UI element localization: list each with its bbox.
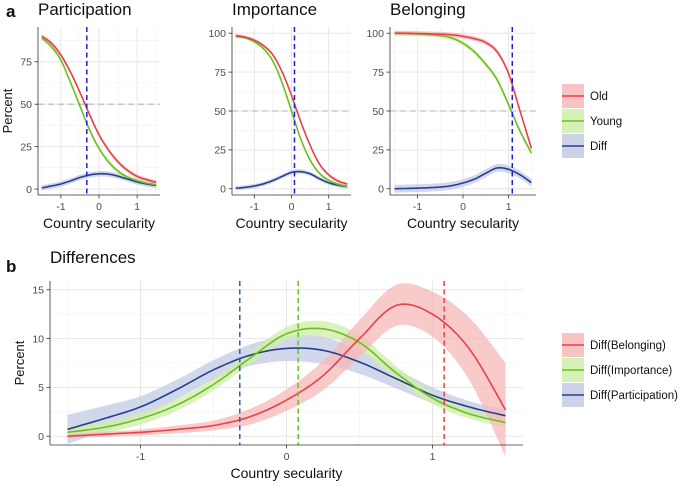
x-tick-label: 1 [430,451,436,463]
y-axis-label: Percent [0,88,15,133]
y-tick-label: 50 [20,99,32,111]
x-tick-label: -1 [56,201,65,213]
y-tick-label: 25 [214,145,226,157]
confidence-band-diff-importance [67,320,506,439]
x-tick-label: -1 [413,201,422,213]
legend-label: Old [590,91,608,103]
y-tick-label: 0 [220,184,226,196]
y-axis-label: Percent [12,340,27,385]
y-tick-label: 100 [208,28,226,40]
y-tick-label: 25 [372,145,384,157]
y-tick-label: 75 [20,57,32,69]
x-tick-label: 1 [506,201,512,213]
chart-title: Participation [38,0,132,19]
x-tick-label: 0 [289,201,295,213]
series-line-diff-importance [67,327,506,434]
series-line-diff [394,166,532,190]
y-tick-label: 15 [32,285,44,297]
panel-label-a: a [6,2,16,21]
x-tick-label: -1 [250,201,259,213]
x-axis-label: Country secularity [407,215,519,231]
confidence-band-diff [235,169,348,191]
x-axis-label: Country secularity [43,215,155,231]
confidence-band-diff [394,163,532,193]
x-tick-label: 0 [460,201,466,213]
chart-title: Belonging [390,0,466,19]
y-tick-label: 100 [366,28,384,40]
x-axis-label: Country secularity [235,215,347,231]
legend-top: Old Young Diff [562,84,622,158]
y-tick-label: 50 [214,106,226,118]
chart-panel-0: -1 0 1 0 25 50 75 Participation Country seculari… [0,0,160,231]
legend-bottom: Diff(Belonging) Diff(Importance) Diff(Part… [562,333,678,407]
y-tick-label: 0 [38,431,44,443]
y-tick-label: 75 [214,67,226,79]
series-line-old [41,35,157,184]
series-line-old [394,32,533,149]
series-line-diff [235,170,348,189]
x-tick-label: 0 [284,451,290,463]
chart-panel-2: -1 0 1 0 25 50 75 100 Belonging Country secularit… [366,0,536,231]
series-line-diff [41,172,157,189]
legend-label: Diff(Participation) [590,390,678,402]
panel-label-b: b [6,257,16,276]
x-tick-label: 1 [134,201,140,213]
y-tick-label: 0 [26,184,32,196]
series-line-young [41,37,157,186]
legend-label: Young [590,116,622,128]
series-line-diff-belonging [67,303,507,437]
legend-label: Diff(Importance) [590,365,672,377]
x-tick-label: -1 [136,451,145,463]
y-tick-label: 50 [372,106,384,118]
y-tick-label: 25 [20,141,32,153]
legend-label: Diff [590,141,608,153]
legend-label: Diff(Belonging) [590,340,666,352]
chart-title: Importance [232,0,317,19]
x-tick-label: 0 [96,201,102,213]
x-tick-label: 1 [326,201,332,213]
chart-title: Differences [50,248,136,267]
series-line-old [235,34,348,185]
chart-panel-1: -1 0 1 0 25 50 75 100 Importance Country seculari… [208,0,351,231]
y-tick-label: 5 [38,382,44,394]
x-axis-label: Country secularity [230,465,342,481]
y-tick-label: 10 [32,333,44,345]
series-line-young [235,35,348,188]
y-tick-label: 0 [378,184,384,196]
series-line-diff-participation [67,347,506,431]
y-tick-label: 75 [372,67,384,79]
